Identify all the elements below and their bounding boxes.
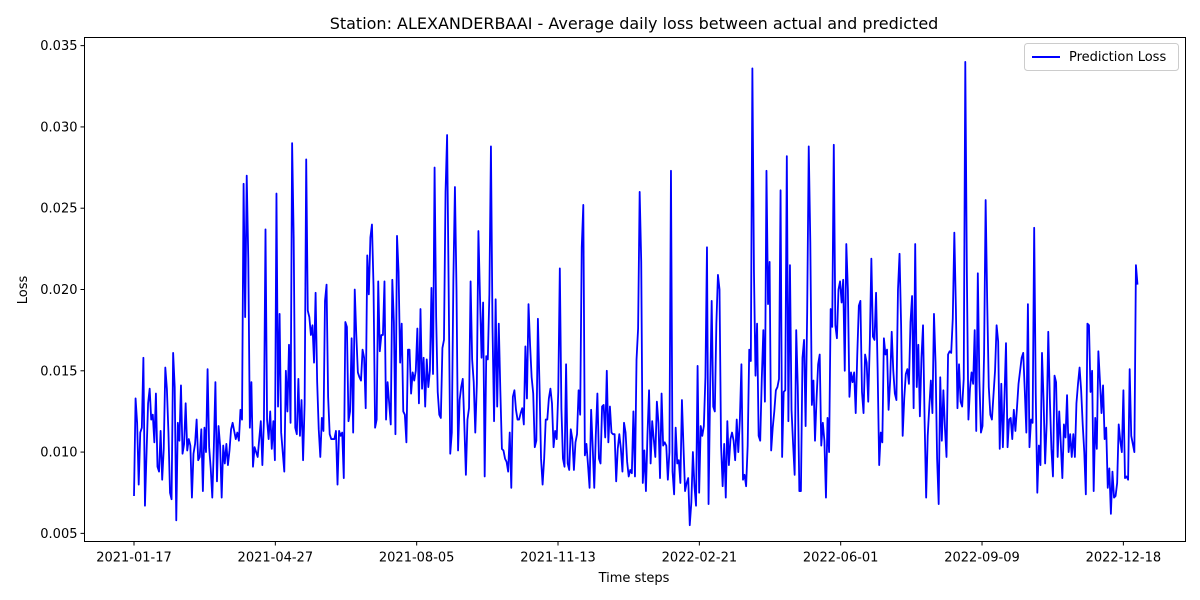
y-axis: 0.005 0.010 0.015 0.020 0.025 0.030 0.035 <box>40 39 85 542</box>
x-tick-label-4: 2022-02-21 <box>662 551 738 566</box>
y-tick-label-3: 0.020 <box>40 283 77 298</box>
series-layer <box>133 60 1139 527</box>
series-line-prediction-loss <box>133 60 1139 527</box>
chart-title: Station: ALEXANDERBAAI - Average daily l… <box>330 14 939 33</box>
x-tick-label-7: 2022-12-18 <box>1086 551 1162 566</box>
y-tick-label-0: 0.005 <box>40 527 77 542</box>
x-tick-label-0: 2021-01-17 <box>96 551 172 566</box>
x-tick-label-6: 2022-09-09 <box>944 551 1020 566</box>
x-tick-label-1: 2021-04-27 <box>238 551 314 566</box>
legend-label-prediction-loss: Prediction Loss <box>1069 50 1166 65</box>
legend: Prediction Loss <box>1024 43 1179 71</box>
x-axis-label: Time steps <box>598 571 670 586</box>
y-tick-label-4: 0.025 <box>40 202 77 217</box>
y-tick-label-5: 0.030 <box>40 120 77 135</box>
y-axis-label: Loss <box>16 276 31 305</box>
y-tick-label-1: 0.010 <box>40 446 77 461</box>
legend-box <box>1024 43 1179 71</box>
plot-area: 2021-01-17 2021-04-27 2021-08-05 2021-11-13… <box>40 37 1186 566</box>
x-tick-label-3: 2021-11-13 <box>520 551 596 566</box>
y-tick-label-6: 0.035 <box>40 39 77 54</box>
x-axis: 2021-01-17 2021-04-27 2021-08-05 2021-11-13… <box>96 541 1162 566</box>
x-tick-label-5: 2022-06-01 <box>803 551 879 566</box>
x-tick-label-2: 2021-08-05 <box>379 551 455 566</box>
y-tick-label-2: 0.015 <box>40 364 77 379</box>
